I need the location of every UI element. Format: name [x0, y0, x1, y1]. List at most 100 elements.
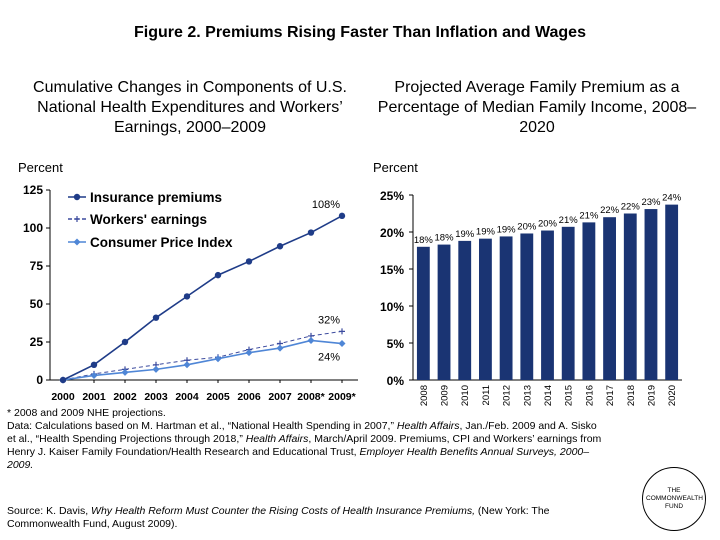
series-line-0 — [62, 215, 343, 381]
y-tick-label: 25% — [380, 189, 404, 203]
bar — [665, 204, 679, 380]
y-tick-label: 20% — [380, 226, 404, 240]
x-tick-label: 2014 — [543, 385, 554, 406]
data-point — [307, 229, 315, 236]
data-point — [245, 349, 253, 357]
x-tick-label: 2020 — [667, 385, 678, 406]
bar — [479, 238, 492, 380]
y-tick-label: 15% — [380, 263, 404, 277]
y-axis-title: Percent — [18, 160, 63, 175]
x-tick-label: 2011 — [481, 385, 492, 405]
bar — [458, 240, 472, 380]
x-tick-label: 2005 — [206, 391, 230, 403]
y-tick-label: 75 — [30, 259, 44, 273]
legend-marker — [73, 193, 81, 201]
data-point — [338, 212, 346, 220]
x-tick-label: 2000 — [51, 391, 75, 403]
data-point — [121, 338, 129, 346]
annotation-label: 32% — [318, 314, 340, 326]
bar — [520, 233, 534, 380]
data-label: 23% — [641, 197, 661, 208]
bar — [561, 226, 575, 380]
series-line-1 — [62, 330, 343, 381]
bar — [644, 209, 658, 380]
data-label: 18% — [435, 233, 455, 244]
data-label: 20% — [538, 219, 558, 230]
footnotes: * 2008 and 2009 NHE projections. Data: C… — [7, 407, 607, 472]
x-tick-label: 2004 — [175, 391, 199, 403]
data-point — [90, 371, 98, 379]
footnote-data: Data: Calculations based on M. Hartman e… — [7, 420, 602, 471]
data-point — [307, 336, 315, 344]
x-tick-label: 2018 — [626, 385, 637, 406]
data-point — [59, 376, 67, 384]
data-point — [183, 361, 191, 369]
y-tick-label: 50 — [30, 297, 44, 311]
x-tick-label: 2019 — [646, 385, 657, 406]
bar — [582, 222, 596, 380]
data-label: 22% — [600, 205, 620, 216]
data-point — [338, 340, 346, 348]
x-tick-label: 2008 — [419, 385, 430, 406]
data-point — [214, 271, 222, 279]
data-point — [339, 328, 345, 335]
annotation-label: 108% — [312, 199, 340, 211]
right-chart-title: Projected Average Family Premium as a Pe… — [377, 79, 697, 136]
data-label: 18% — [414, 235, 434, 246]
x-tick-label: 2013 — [522, 385, 533, 406]
data-point — [183, 293, 191, 300]
x-tick-label: 2015 — [564, 385, 575, 406]
left-chart-title: Cumulative Changes in Components of U.S.… — [33, 79, 347, 136]
bar — [437, 244, 451, 380]
y-tick-label: 0 — [36, 373, 43, 387]
y-tick-label: 0% — [387, 374, 405, 388]
data-point — [121, 368, 129, 376]
commonwealth-fund-logo: THE COMMONWEALTH FUND — [642, 467, 706, 531]
x-tick-label: 2009 — [440, 385, 451, 406]
data-label: 19% — [476, 227, 496, 238]
bar — [416, 246, 430, 380]
data-label: 20% — [517, 221, 537, 232]
data-point — [152, 314, 160, 321]
y-tick-label: 125 — [23, 183, 43, 197]
data-point — [90, 361, 98, 368]
series-line-2 — [62, 339, 343, 381]
bar — [623, 213, 637, 380]
data-point — [276, 243, 284, 250]
data-point — [276, 344, 284, 352]
data-label: 21% — [579, 210, 599, 221]
data-point — [245, 258, 253, 265]
data-point — [152, 365, 160, 373]
legend-marker — [74, 216, 80, 222]
annotation-label: 24% — [318, 352, 340, 364]
y-tick-label: 5% — [387, 337, 405, 351]
y-tick-label: 100 — [23, 221, 43, 235]
x-tick-label: 2001 — [82, 391, 106, 403]
x-tick-label: 2012 — [502, 385, 513, 406]
legend-label: Consumer Price Index — [90, 235, 233, 250]
x-tick-label: 2006 — [237, 391, 261, 403]
footnote-projection: * 2008 and 2009 NHE projections. — [7, 407, 166, 419]
data-label: 22% — [621, 202, 641, 213]
bar — [499, 236, 513, 380]
legend-marker — [73, 238, 81, 246]
bar — [603, 217, 616, 380]
bar — [541, 230, 554, 380]
figure-title: Figure 2. Premiums Rising Faster Than In… — [134, 24, 586, 41]
data-point — [214, 355, 222, 363]
legend-label: Insurance premiums — [90, 190, 222, 205]
data-label: 21% — [559, 215, 579, 226]
x-tick-label: 2016 — [584, 385, 595, 406]
x-tick-label: 2007 — [268, 391, 292, 403]
legend-label: Workers' earnings — [90, 212, 207, 227]
data-label: 19% — [455, 229, 475, 240]
x-tick-label: 2010 — [460, 385, 471, 406]
data-label: 19% — [497, 224, 517, 235]
x-tick-label: 2002 — [113, 391, 137, 403]
data-label: 24% — [662, 193, 682, 204]
y-axis-title: Percent — [373, 160, 418, 175]
x-tick-label: 2008* — [297, 391, 325, 403]
x-tick-label: 2009* — [328, 391, 356, 403]
